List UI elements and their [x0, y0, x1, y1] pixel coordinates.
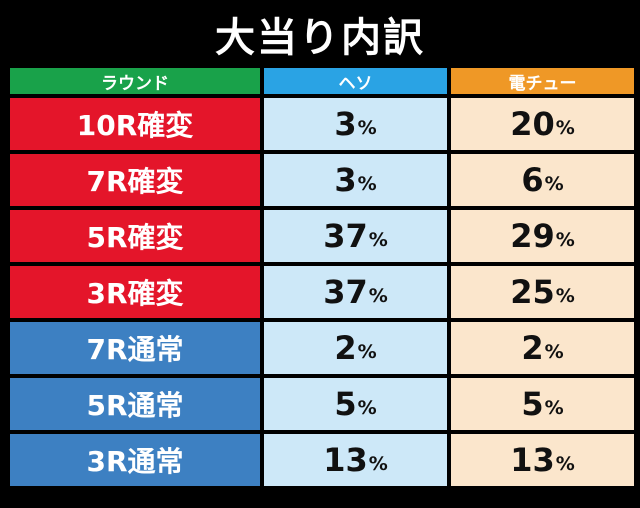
row-label: 5R確変 — [10, 210, 260, 262]
row-den-value: 20% — [451, 98, 634, 150]
row-heso-value: 37% — [264, 210, 447, 262]
percent-sign: % — [368, 453, 388, 475]
row-label: 3R通常 — [10, 434, 260, 486]
den-number: 20 — [510, 105, 555, 143]
percent-sign: % — [357, 397, 377, 419]
header-den: 電チュー — [451, 68, 634, 94]
percent-sign: % — [555, 453, 575, 475]
percent-sign: % — [555, 229, 575, 251]
row-label: 3R確変 — [10, 266, 260, 318]
heso-number: 3 — [334, 161, 357, 199]
heso-number: 13 — [323, 441, 368, 479]
row-heso-value: 3% — [264, 154, 447, 206]
percent-sign: % — [544, 397, 564, 419]
row-den-value: 2% — [451, 322, 634, 374]
percent-sign: % — [357, 173, 377, 195]
percent-sign: % — [357, 341, 377, 363]
den-number: 2 — [521, 329, 544, 367]
den-number: 25 — [510, 273, 555, 311]
row-label: 10R確変 — [10, 98, 260, 150]
heso-number: 3 — [334, 105, 357, 143]
heso-number: 37 — [323, 273, 368, 311]
heso-number: 37 — [323, 217, 368, 255]
den-number: 6 — [521, 161, 544, 199]
row-heso-value: 37% — [264, 266, 447, 318]
heso-number: 5 — [334, 385, 357, 423]
row-label: 5R通常 — [10, 378, 260, 430]
header-heso: ヘソ — [264, 68, 447, 94]
row-heso-value: 13% — [264, 434, 447, 486]
row-den-value: 25% — [451, 266, 634, 318]
row-heso-value: 5% — [264, 378, 447, 430]
row-den-value: 13% — [451, 434, 634, 486]
den-number: 5 — [521, 385, 544, 423]
row-heso-value: 2% — [264, 322, 447, 374]
row-den-value: 6% — [451, 154, 634, 206]
row-label: 7R通常 — [10, 322, 260, 374]
row-label: 7R確変 — [10, 154, 260, 206]
row-den-value: 5% — [451, 378, 634, 430]
row-heso-value: 3% — [264, 98, 447, 150]
percent-sign: % — [368, 285, 388, 307]
percent-sign: % — [555, 117, 575, 139]
percent-sign: % — [368, 229, 388, 251]
percent-sign: % — [544, 341, 564, 363]
heso-number: 2 — [334, 329, 357, 367]
header-round: ラウンド — [10, 68, 260, 94]
percent-sign: % — [357, 117, 377, 139]
table-title: 大当り内訳 — [215, 15, 425, 61]
row-den-value: 29% — [451, 210, 634, 262]
den-number: 13 — [510, 441, 555, 479]
den-number: 29 — [510, 217, 555, 255]
percent-sign: % — [555, 285, 575, 307]
percent-sign: % — [544, 173, 564, 195]
